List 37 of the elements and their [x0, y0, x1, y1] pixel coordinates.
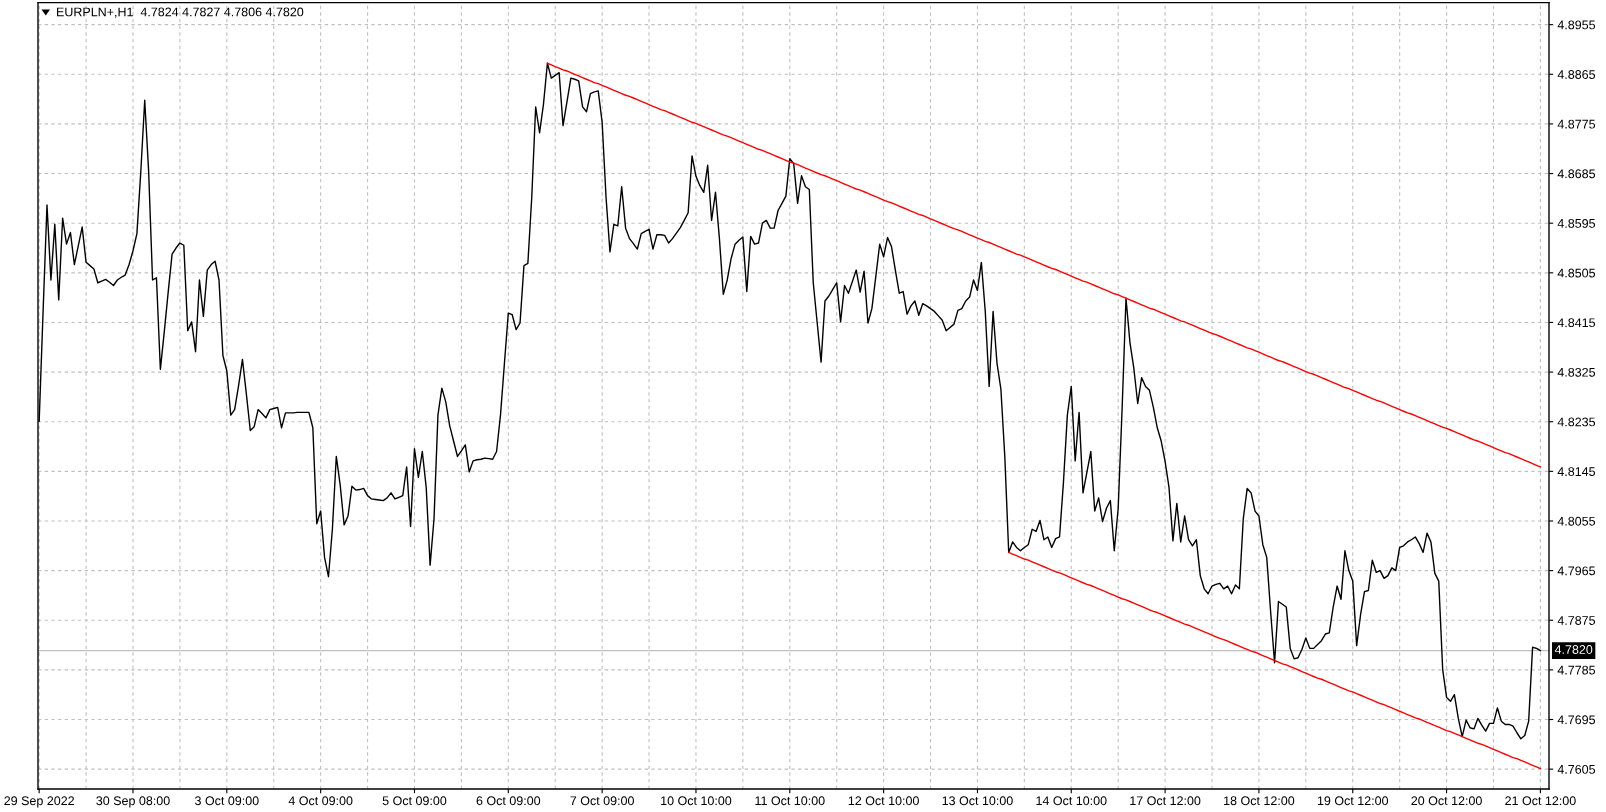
- x-tick-label: 10 Oct 10:00: [661, 796, 732, 806]
- x-tick-label: 6 Oct 09:00: [476, 796, 541, 806]
- y-tick-label: 4.8145: [1557, 467, 1596, 476]
- y-tick-label: 4.8865: [1557, 70, 1596, 79]
- x-tick-label: 13 Oct 10:00: [942, 796, 1013, 806]
- x-tick-label: 12 Oct 10:00: [848, 796, 919, 806]
- y-tick-label: 4.7605: [1557, 764, 1596, 774]
- y-tick-label: 4.8235: [1557, 417, 1596, 427]
- ref-line-label: 4.7820: [1554, 645, 1593, 654]
- x-tick-label: 4 Oct 09:00: [288, 796, 353, 806]
- x-tick-label: 3 Oct 09:00: [194, 796, 259, 806]
- x-tick-label: 30 Sep 08:00: [96, 796, 170, 808]
- x-tick-label: 11 Oct 10:00: [755, 796, 825, 806]
- y-tick-label: 4.8505: [1557, 268, 1596, 278]
- y-tick-label: 4.8325: [1557, 367, 1596, 377]
- x-tick-label: 5 Oct 09:00: [382, 796, 447, 806]
- y-tick-label: 4.8685: [1557, 169, 1596, 179]
- y-tick-label: 4.8055: [1557, 516, 1596, 526]
- line-series: [1008, 551, 1542, 770]
- x-tick-label: 21 Oct 12:00: [1505, 796, 1576, 806]
- y-tick-label: 4.8415: [1557, 318, 1596, 328]
- y-tick-label: 4.7695: [1557, 715, 1596, 725]
- y-tick-label: 4.7785: [1557, 665, 1596, 675]
- x-tick-label: 19 Oct 12:00: [1317, 796, 1389, 806]
- line-series: [546, 62, 1542, 468]
- x-tick-label: 14 Oct 10:00: [1036, 796, 1107, 806]
- y-tick-label: 4.8955: [1557, 20, 1596, 30]
- x-tick-label: 18 Oct 12:00: [1224, 796, 1295, 806]
- x-tick-label: 20 Oct 12:00: [1411, 796, 1482, 806]
- y-tick-label: 4.7965: [1557, 566, 1596, 576]
- y-tick-label: 4.8595: [1557, 218, 1596, 228]
- x-tick-label: 29 Sep 2022: [4, 796, 74, 808]
- y-tick-label: 4.7875: [1557, 616, 1596, 625]
- x-tick-label: 7 Oct 09:00: [570, 796, 634, 806]
- y-tick-label: 4.8775: [1557, 119, 1596, 129]
- chart-title: EURPLN+,H1 4.7824 4.7827 4.7806 4.7820: [57, 7, 304, 18]
- x-tick-label: 17 Oct 12:00: [1130, 796, 1201, 806]
